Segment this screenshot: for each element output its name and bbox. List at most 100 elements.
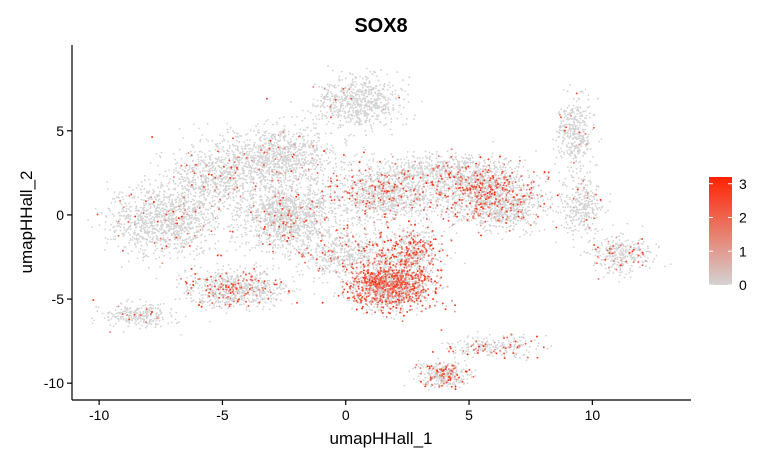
scatter-point (267, 142, 270, 145)
scatter-point (189, 236, 191, 239)
scatter-point (253, 169, 256, 172)
scatter-point (250, 176, 253, 178)
scatter-point (262, 308, 264, 311)
scatter-point (269, 289, 271, 291)
scatter-point (189, 227, 192, 230)
scatter-point (170, 203, 173, 205)
scatter-point (340, 106, 343, 108)
scatter-point (389, 86, 391, 89)
scatter-point (229, 268, 232, 270)
scatter-point (365, 106, 367, 108)
scatter-point (313, 207, 316, 210)
scatter-point (153, 206, 156, 208)
scatter-point (177, 208, 180, 211)
scatter-point (287, 189, 289, 192)
scatter-point (276, 143, 279, 146)
scatter-point (156, 225, 159, 227)
scatter-point (187, 172, 189, 175)
scatter-point (235, 191, 238, 194)
scatter-point (262, 219, 265, 222)
scatter-point (273, 201, 275, 204)
scatter-point (225, 152, 228, 155)
scatter-point (130, 250, 133, 253)
scatter-point (307, 241, 310, 244)
scatter-point (290, 230, 293, 233)
scatter-point (285, 195, 288, 198)
scatter-point (286, 156, 289, 159)
scatter-point (303, 144, 306, 147)
scatter-point (306, 228, 308, 231)
scatter-point (285, 193, 288, 195)
scatter-point (270, 216, 273, 219)
scatter-point (306, 142, 308, 144)
scatter-point (177, 274, 180, 277)
scatter-point (351, 80, 354, 82)
scatter-point (240, 145, 243, 148)
scatter-point (174, 158, 176, 161)
scatter-point (221, 280, 224, 283)
scatter-point (222, 146, 225, 149)
scatter-point (243, 210, 246, 213)
scatter-point (294, 190, 297, 193)
scatter-point (361, 123, 363, 125)
scatter-point (229, 197, 232, 199)
scatter-point (233, 219, 236, 222)
scatter-point (324, 200, 327, 202)
scatter-point (345, 139, 348, 142)
scatter-point (153, 317, 156, 320)
scatter-point (194, 184, 197, 186)
scatter-point (265, 120, 267, 123)
scatter-point (285, 214, 287, 217)
scatter-point (372, 100, 375, 103)
scatter-point (384, 107, 387, 110)
scatter-point (140, 230, 143, 233)
scatter-point (384, 117, 387, 119)
scatter-point (293, 148, 296, 151)
scatter-point (202, 204, 204, 207)
scatter-point (340, 97, 343, 100)
scatter-point (245, 287, 248, 290)
scatter-point (264, 217, 266, 220)
scatter-point (268, 188, 271, 191)
scatter-point (188, 168, 191, 171)
scatter-point (107, 312, 110, 315)
scatter-point (214, 148, 217, 151)
scatter-point (166, 185, 169, 187)
scatter-point (334, 218, 337, 221)
scatter-point (113, 225, 116, 228)
scatter-point (344, 142, 347, 144)
scatter-point (201, 160, 204, 163)
scatter-point (154, 179, 157, 182)
scatter-point (87, 219, 89, 221)
scatter-point (255, 219, 258, 222)
scatter-point (262, 208, 265, 210)
scatter-point (143, 179, 146, 182)
scatter-point (122, 331, 125, 333)
scatter-point (118, 193, 120, 195)
scatter-point (187, 169, 189, 172)
scatter-point (288, 199, 290, 201)
scatter-point (293, 280, 295, 283)
scatter-point (205, 239, 208, 242)
scatter-point (240, 233, 243, 236)
scatter-point (318, 207, 320, 210)
scatter-point (262, 153, 265, 156)
scatter-point (281, 245, 284, 248)
scatter-point (304, 129, 307, 132)
scatter-point (114, 309, 117, 311)
scatter-point (146, 244, 149, 246)
scatter-point (285, 166, 288, 168)
scatter-point (123, 246, 125, 248)
scatter-point (200, 194, 203, 197)
scatter-point (223, 290, 225, 293)
scatter-point (145, 216, 148, 218)
scatter-point (140, 244, 143, 247)
scatter-point (337, 232, 339, 235)
scatter-point (369, 124, 372, 126)
scatter-point (203, 190, 206, 193)
scatter-point (254, 270, 256, 273)
scatter-point (317, 136, 320, 139)
scatter-point (209, 207, 212, 210)
scatter-point (201, 302, 204, 305)
scatter-point (209, 320, 211, 323)
